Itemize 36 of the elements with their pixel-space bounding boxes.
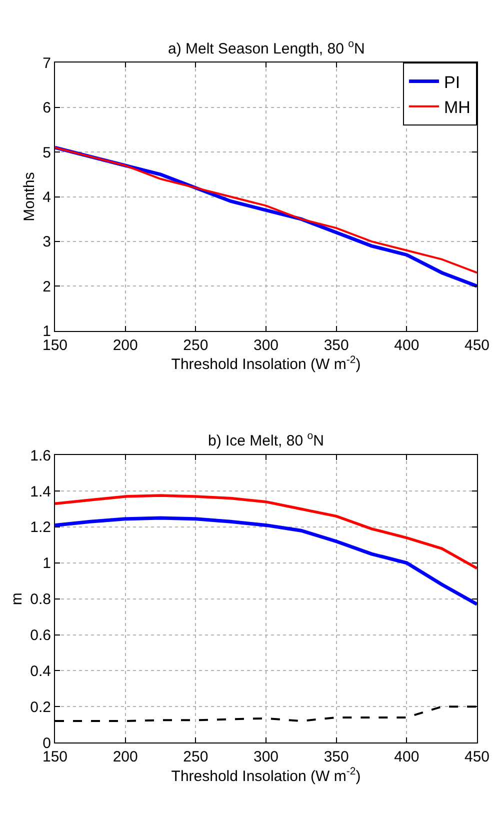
x-axis-title: Threshold Insolation (W m$^{-2}$) bbox=[171, 766, 361, 785]
x-tick-label: 200 bbox=[112, 336, 138, 354]
y-tick-label: 4 bbox=[42, 189, 51, 206]
y-tick-label: 2 bbox=[42, 278, 51, 296]
x-tick-label: 300 bbox=[253, 748, 279, 766]
chart-title: b) Ice Melt, 80 $^{o}$N bbox=[208, 430, 324, 450]
line-series bbox=[55, 516, 477, 606]
y-tick-label: 1.6 bbox=[30, 447, 51, 464]
x-axis-title: Threshold Insolation (W m$^{-2}$) bbox=[171, 354, 361, 374]
x-tick-label: 350 bbox=[324, 748, 349, 766]
x-tick-label: 450 bbox=[464, 748, 490, 766]
y-tick-label: 1.2 bbox=[30, 519, 51, 536]
y-axis-title: m bbox=[8, 592, 26, 606]
y-tick-label: 7 bbox=[42, 54, 51, 72]
line-series bbox=[55, 494, 477, 570]
legend-label: MH bbox=[444, 98, 470, 118]
x-tick-label: 300 bbox=[253, 336, 279, 354]
y-tick-label: 1.4 bbox=[30, 483, 51, 500]
y-tick-label: 0.6 bbox=[30, 627, 51, 644]
y-tick-label: 5 bbox=[42, 144, 51, 162]
x-tick-label: 450 bbox=[464, 336, 490, 354]
legend-label: PI bbox=[444, 72, 460, 92]
x-tick-label: 250 bbox=[183, 336, 208, 354]
x-tick-label: 250 bbox=[183, 748, 208, 766]
x-tick-label: 200 bbox=[112, 748, 138, 766]
y-tick-label: 0.4 bbox=[30, 662, 51, 680]
y-tick-label: 3 bbox=[42, 234, 51, 251]
x-tick-label: 400 bbox=[394, 748, 420, 766]
x-tick-label: 400 bbox=[394, 336, 420, 354]
y-axis-title: Months bbox=[20, 172, 38, 222]
y-tick-label: 0.8 bbox=[30, 591, 51, 608]
x-tick-label: 350 bbox=[324, 336, 349, 354]
chart-title: a) Melt Season Length, 80 $^{o}$N bbox=[168, 38, 365, 58]
y-tick-label: 6 bbox=[42, 100, 51, 117]
y-tick-label: 1 bbox=[42, 555, 51, 572]
y-tick-label: 0.2 bbox=[30, 698, 51, 716]
